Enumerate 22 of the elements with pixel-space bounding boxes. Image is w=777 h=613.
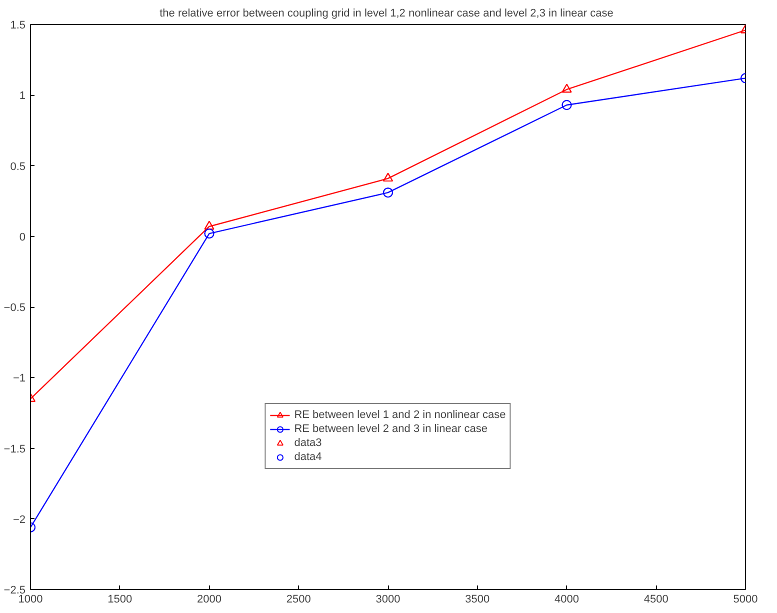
y-tick-label: −0.5 [4,302,26,314]
y-tick-label: −1.5 [4,443,26,456]
x-tick-label: 3000 [376,594,400,606]
legend-label: RE between level 1 and 2 in nonlinear case [294,408,506,422]
legend-label: data3 [294,436,322,450]
legend-label: RE between level 2 and 3 in linear case [294,422,488,436]
y-tick-label: 0.5 [10,160,26,173]
x-tick-label: 1000 [18,594,43,606]
x-tick-label: 4500 [644,594,668,606]
legend-label: data4 [294,450,322,464]
y-tick-label: −1 [12,372,26,385]
y-tick-label: 1 [19,90,26,102]
y-tick-label: −2 [12,514,26,526]
x-tick-label: 1500 [108,594,132,606]
y-tick-label: 1.5 [10,20,26,32]
x-tick-label: 5000 [733,594,758,606]
x-tick-label: 2000 [197,594,222,606]
x-tick-label: 3500 [465,594,490,606]
x-tick-label: 2500 [286,594,311,606]
chart-title: the relative error between coupling grid in level 1,2 nonlinear case and level 2,3 in linear case [160,8,614,20]
x-tick-label: 4000 [554,594,579,606]
y-tick-label: 0 [19,231,26,244]
